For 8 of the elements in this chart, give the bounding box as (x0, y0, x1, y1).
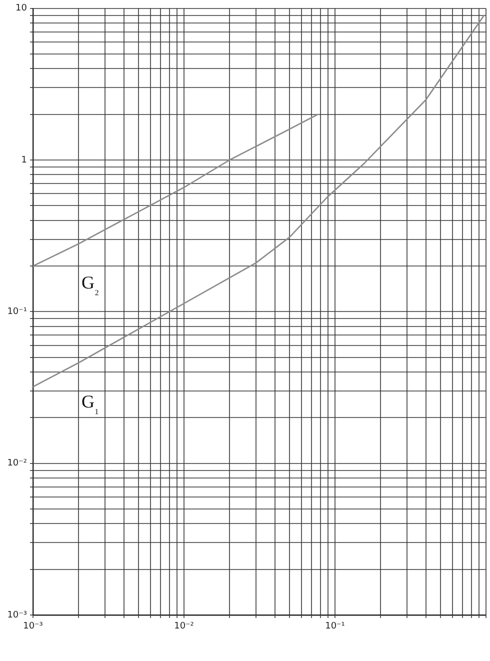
x-tick-label: 10⁻² (174, 622, 194, 632)
y-tick-label: 10⁻¹ (7, 307, 28, 318)
y-tick-label: 10⁻³ (7, 610, 28, 620)
y-tick-label: 10⁻² (7, 458, 28, 469)
x-tick-label: 10⁻³ (23, 622, 44, 632)
y-tick-label: 1 (21, 155, 27, 166)
x-tick-label: 10⁻¹ (325, 622, 346, 632)
y-tick-label: 10 (16, 4, 28, 14)
